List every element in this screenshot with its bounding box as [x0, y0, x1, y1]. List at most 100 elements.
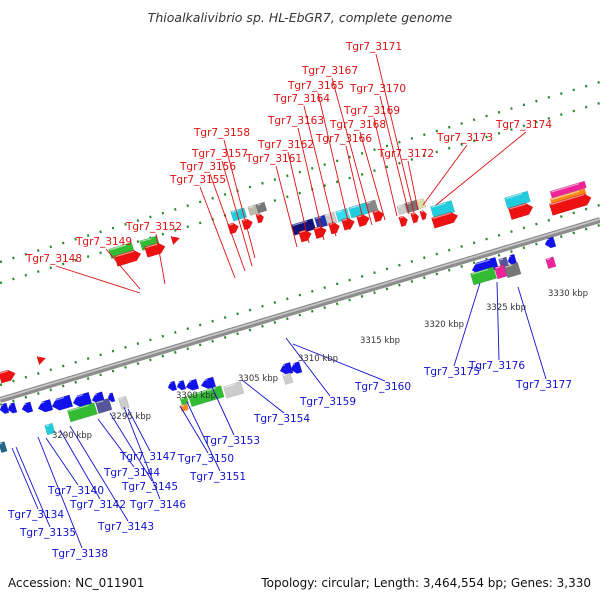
leader-line [15, 446, 51, 528]
gene-feature [549, 188, 587, 205]
gene-label: Tgr7_3144 [103, 467, 160, 479]
gene-feature [0, 402, 10, 415]
gene-label: Tgr7_3134 [7, 509, 64, 521]
dotted-track-1 [0, 80, 600, 264]
gene-shape [372, 209, 384, 223]
gene-shine [256, 213, 260, 216]
gene-shape [255, 213, 264, 224]
gene-shine [325, 213, 331, 217]
leader-line [422, 144, 468, 206]
leader-line [209, 173, 246, 272]
genome-title: Thioalkalivibrio sp. HL-EbGR7, complete … [148, 10, 453, 25]
gene-shine [411, 212, 415, 215]
leader-line [223, 139, 256, 259]
gene-label: Tgr7_3177 [515, 379, 572, 391]
gene-shine [224, 383, 236, 388]
gene-feature [549, 180, 587, 199]
scale-label: 3325 kbp [486, 303, 526, 313]
gene-feature [544, 236, 557, 249]
gene-shine [366, 201, 372, 204]
gene-shape [117, 395, 130, 411]
gene-feature [167, 380, 178, 392]
leader-line [292, 343, 386, 382]
gene-labels: Tgr7_3148Tgr7_3149Tgr7_3152Tgr7_3155Tgr7… [7, 41, 572, 560]
scale-label: 3300 kbp [176, 391, 216, 401]
gene-shine [551, 183, 580, 193]
gene-shine [228, 223, 234, 226]
gene-shine [544, 238, 550, 241]
gene-shine [68, 404, 89, 412]
gene-feature [37, 398, 54, 413]
gene-shine [145, 243, 159, 249]
gene-shine [349, 204, 361, 209]
gene-feature [144, 242, 166, 258]
gene-shine [37, 355, 42, 358]
gene-feature [107, 392, 116, 403]
gene-label: Tgr7_3162 [257, 139, 314, 151]
leader-line [109, 412, 153, 482]
leader-line [11, 447, 39, 510]
leader-line [59, 429, 101, 500]
gene-feature [548, 193, 592, 216]
scale-label: 3310 kbp [298, 354, 338, 364]
gene-shape [410, 212, 419, 224]
gene-feature [179, 396, 190, 406]
scale-label: 3295 kbp [111, 412, 151, 422]
leader-line [435, 131, 527, 206]
gene-feature [36, 355, 47, 366]
gene-shine [91, 393, 98, 397]
gene-feature [0, 369, 16, 384]
gene-shine [0, 370, 9, 374]
gene-shine [279, 364, 286, 367]
backbone-highlight [0, 218, 600, 400]
genome-backbone [0, 217, 600, 403]
leader-line [331, 77, 373, 226]
leader-line [221, 160, 253, 267]
gene-shape [170, 235, 181, 246]
gene-shine [507, 255, 512, 258]
gene-label: Tgr7_3167 [301, 65, 358, 77]
gene-feature [21, 401, 34, 414]
gene-feature [431, 211, 459, 229]
gene-feature [222, 381, 245, 399]
gene-label: Tgr7_3135 [19, 527, 76, 539]
gene-shape [549, 188, 587, 205]
gene-shine [299, 230, 306, 233]
gene-shine [119, 397, 123, 400]
gene-label: Tgr7_3161 [245, 153, 302, 165]
gene-shape [0, 441, 8, 454]
gene-label: Tgr7_3169 [343, 105, 400, 117]
scale-label: 3290 kbp [52, 431, 92, 441]
gene-shine [45, 424, 50, 427]
leader-line [127, 408, 151, 452]
gene-label: Tgr7_3140 [47, 485, 104, 497]
leader-line [373, 117, 398, 217]
gene-label: Tgr7_3154 [253, 413, 310, 425]
gene-shine [0, 404, 4, 407]
gene-shine [420, 210, 424, 213]
gene-shape [469, 266, 498, 286]
leader-line [155, 233, 166, 285]
gene-shine [181, 405, 185, 408]
leader-line [241, 379, 285, 414]
leader-line [496, 281, 500, 361]
gene-label: Tgr7_3172 [377, 148, 434, 160]
gene-shine [200, 378, 208, 383]
gene-shape [545, 256, 557, 270]
gene-label: Tgr7_3170 [349, 83, 406, 95]
gene-feature [0, 441, 8, 454]
backbone-shadow [0, 217, 600, 403]
gene-shine [546, 258, 551, 261]
gene-feature [94, 397, 113, 414]
gene-label: Tgr7_3173 [436, 132, 493, 144]
gene-feature [185, 378, 200, 391]
gene-label: Tgr7_3165 [287, 80, 344, 92]
gene-label: Tgr7_3174 [495, 119, 552, 131]
leader-line [37, 436, 83, 549]
gene-shape [21, 401, 34, 414]
gene-shine [96, 400, 104, 404]
gene-shape [549, 180, 587, 199]
gene-shine [505, 193, 523, 200]
gene-shine [292, 220, 308, 227]
gene-shine [417, 199, 421, 202]
